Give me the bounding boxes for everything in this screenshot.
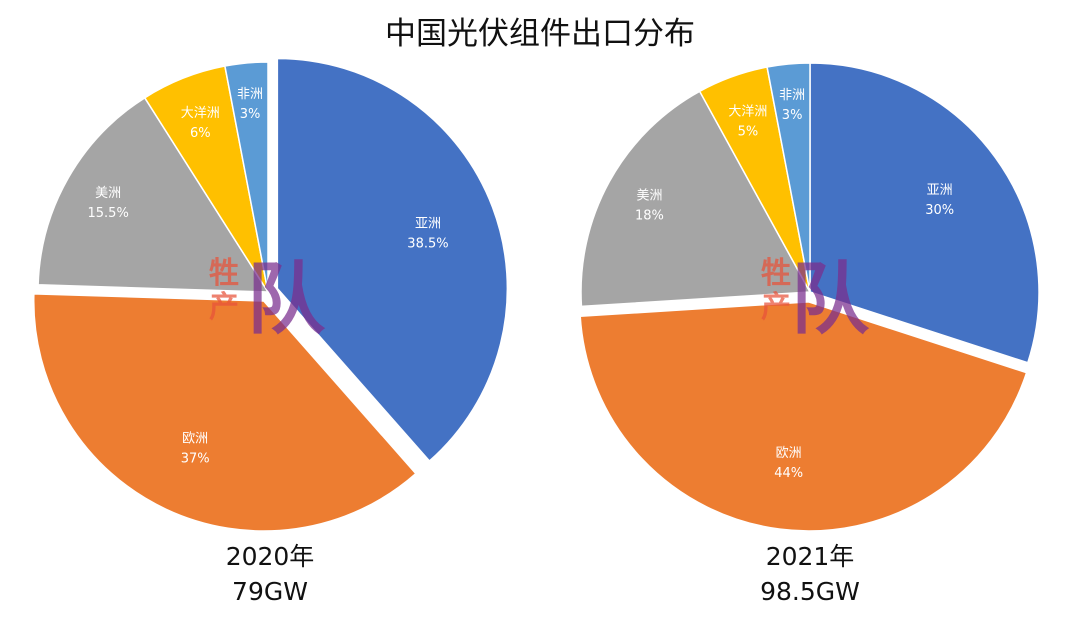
pie-1-slice-europe: [579, 301, 1028, 532]
pie-0-value-europe: 37%: [181, 452, 210, 467]
caption-year-2020: 2020年: [226, 542, 315, 571]
pie-0-value-americas: 15.5%: [88, 206, 129, 221]
pie-0-value-asia: 38.5%: [407, 237, 448, 252]
watermark-left: 牲 产 队: [209, 255, 326, 345]
pie-1-label-americas: 美洲: [636, 189, 662, 204]
pie-1-label-oceania: 大洋洲: [728, 105, 767, 120]
chart-title: 中国光伏组件出口分布: [385, 16, 695, 52]
pie-0-label-africa: 非洲: [237, 87, 263, 102]
pie-0-label-europe: 欧洲: [182, 432, 208, 447]
pie-1-value-americas: 18%: [635, 209, 664, 224]
pie-0-label-americas: 美洲: [95, 186, 121, 201]
caption-year-2021: 2021年: [766, 542, 855, 571]
pie-0-slice-asia: [276, 57, 509, 463]
pie-0-value-oceania: 6%: [190, 126, 211, 141]
pie-1-label-asia: 亚洲: [927, 183, 953, 198]
caption-total-2021: 98.5GW: [760, 577, 860, 606]
pie-0-slice-europe: [33, 293, 417, 532]
watermark-right-big: 队: [791, 255, 870, 345]
pie-1-value-asia: 30%: [925, 203, 954, 218]
pie-1-slice-americas: [580, 90, 812, 308]
watermark-right-char2: 产: [761, 290, 791, 325]
pie-0-label-asia: 亚洲: [415, 217, 441, 232]
pie-1-slice-asia: [809, 62, 1040, 364]
watermark-right-char1: 牲: [761, 256, 791, 291]
watermark-left-big: 队: [247, 255, 326, 345]
watermark-left-char2: 产: [209, 290, 239, 325]
pie-2020: 亚洲 38.5% 欧洲 37% 美洲 15.5% 大洋洲 6% 非洲 3%: [33, 57, 509, 532]
pie-1-value-europe: 44%: [774, 466, 803, 481]
pie-1-value-oceania: 5%: [738, 125, 759, 140]
caption-total-2020: 79GW: [232, 577, 308, 606]
pie-2021: 亚洲 30% 欧洲 44% 美洲 18% 大洋洲 5% 非洲 3%: [579, 62, 1040, 532]
pie-1-label-africa: 非洲: [779, 88, 805, 103]
pie-1-value-africa: 3%: [782, 108, 803, 123]
pie-0-value-africa: 3%: [240, 107, 261, 122]
watermark-right: 牲 产 队: [761, 255, 870, 345]
pie-0-slice-americas: [37, 96, 270, 293]
watermark-left-char1: 牲: [209, 256, 239, 291]
pie-0-label-oceania: 大洋洲: [181, 106, 220, 121]
pie-1-slice-africa: [766, 62, 811, 293]
pie-1-label-europe: 欧洲: [776, 446, 802, 461]
pie-0-slice-africa: [224, 61, 269, 293]
